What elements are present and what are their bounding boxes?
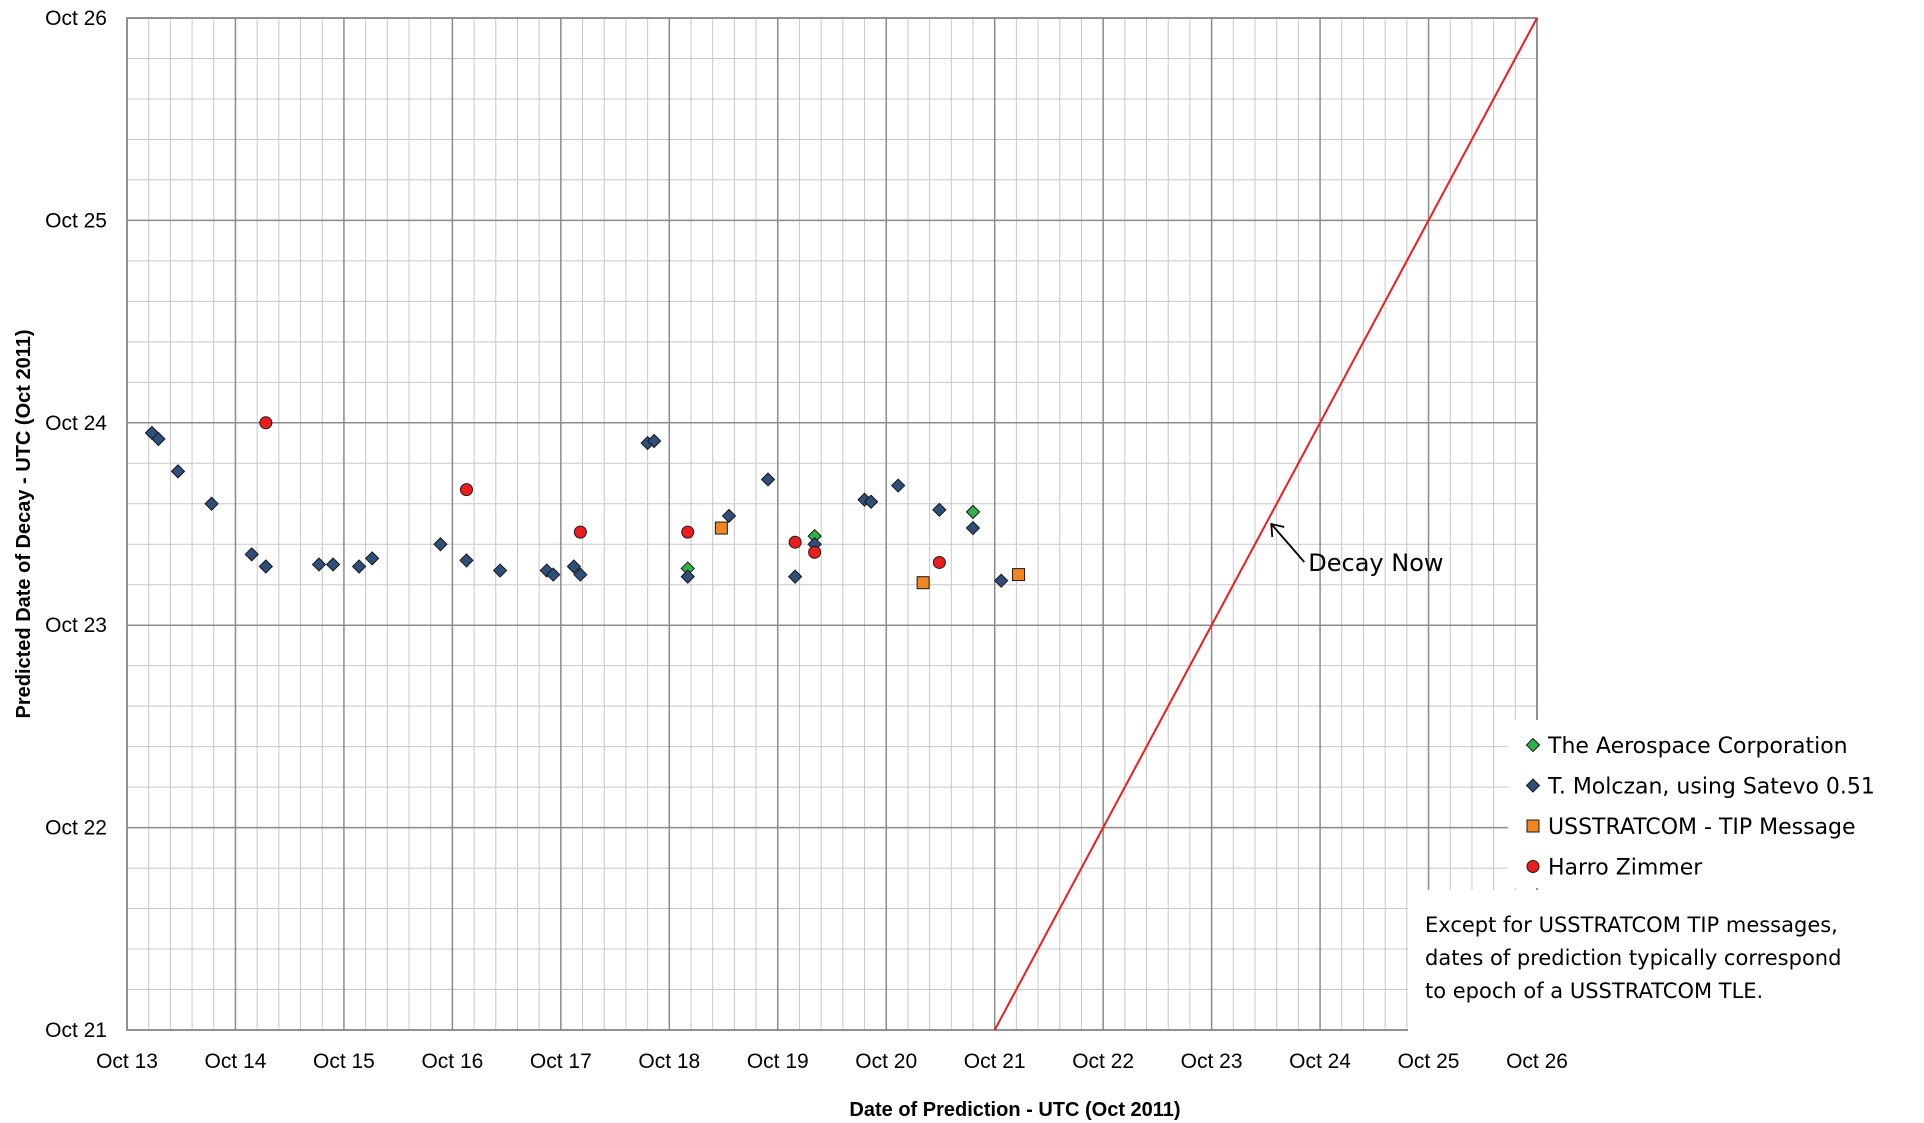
x-tick-label: Oct 19 bbox=[747, 1050, 809, 1073]
data-point bbox=[573, 525, 587, 539]
x-tick-label: Oct 16 bbox=[421, 1050, 483, 1073]
data-point bbox=[573, 567, 588, 582]
data-point bbox=[311, 557, 327, 572]
series-1 bbox=[144, 425, 1009, 588]
data-point bbox=[890, 478, 906, 493]
data-point bbox=[364, 551, 380, 566]
data-point bbox=[546, 567, 561, 582]
x-axis-title: Date of Prediction - UTC (Oct 2011) bbox=[849, 1099, 1180, 1121]
series-3 bbox=[259, 416, 946, 569]
y-tick-label: Oct 25 bbox=[45, 209, 107, 232]
x-tick-label: Oct 26 bbox=[1506, 1050, 1568, 1073]
data-point bbox=[714, 521, 728, 535]
y-axis-ticks: Oct 21 Oct 22 Oct 23 Oct 24 Oct 25 Oct 26 bbox=[45, 7, 107, 1042]
arrow-head-icon bbox=[1270, 522, 1285, 538]
data-point bbox=[325, 557, 341, 572]
series-2 bbox=[714, 521, 1026, 590]
note-line-3: to epoch of a USSTRATCOM TLE. bbox=[1425, 979, 1763, 1003]
x-tick-label: Oct 15 bbox=[313, 1050, 375, 1073]
data-point bbox=[1012, 568, 1026, 582]
legend-label-0: The Aerospace Corporation bbox=[1547, 734, 1848, 759]
y-tick-label: Oct 23 bbox=[45, 614, 107, 637]
data-point bbox=[492, 563, 508, 578]
data-point bbox=[204, 496, 219, 511]
legend-label-3: Harro Zimmer bbox=[1548, 856, 1703, 881]
data-point bbox=[433, 537, 448, 552]
y-tick-label: Oct 24 bbox=[45, 412, 107, 435]
data-point bbox=[646, 433, 662, 449]
data-point bbox=[244, 547, 259, 562]
x-tick-label: Oct 17 bbox=[530, 1050, 592, 1073]
decay-now-arrow bbox=[1270, 523, 1305, 563]
x-tick-label: Oct 18 bbox=[638, 1050, 700, 1073]
note-background bbox=[1408, 890, 1880, 1032]
data-point bbox=[681, 525, 695, 539]
data-points bbox=[144, 416, 1026, 590]
data-point bbox=[351, 559, 367, 574]
plot-frame bbox=[126, 17, 1538, 1031]
data-point bbox=[965, 504, 981, 520]
x-tick-label: Oct 25 bbox=[1398, 1050, 1460, 1073]
series-0 bbox=[680, 504, 981, 576]
data-point bbox=[258, 559, 274, 574]
note-box: Except for USSTRATCOM TIP messages, date… bbox=[1408, 890, 1880, 1032]
legend-label-1: T. Molczan, using Satevo 0.51 bbox=[1547, 775, 1875, 800]
grid-major bbox=[126, 17, 1538, 1031]
x-tick-label: Oct 21 bbox=[964, 1050, 1026, 1073]
data-point bbox=[965, 520, 981, 536]
data-point bbox=[259, 416, 273, 430]
legend-marker-0 bbox=[1525, 737, 1541, 753]
y-tick-label: Oct 22 bbox=[45, 817, 107, 840]
data-point bbox=[459, 483, 473, 497]
x-tick-label: Oct 14 bbox=[205, 1050, 267, 1073]
x-tick-label: Oct 23 bbox=[1181, 1050, 1243, 1073]
legend-marker-3 bbox=[1526, 860, 1540, 873]
data-point bbox=[760, 472, 776, 487]
data-point bbox=[787, 569, 803, 584]
legend: The Aerospace Corporation T. Molczan, usi… bbox=[1508, 720, 1880, 888]
legend-box bbox=[1508, 720, 1880, 888]
data-point bbox=[993, 573, 1009, 588]
data-point bbox=[721, 508, 737, 524]
legend-label-2: USSTRATCOM - TIP Message bbox=[1548, 815, 1856, 840]
legend-marker-2 bbox=[1526, 819, 1540, 833]
x-tick-label: Oct 20 bbox=[855, 1050, 917, 1073]
data-point bbox=[863, 494, 879, 509]
data-point bbox=[680, 569, 695, 584]
data-point bbox=[566, 559, 582, 574]
note-line-2: dates of prediction typically correspond bbox=[1425, 946, 1841, 970]
data-point bbox=[788, 535, 802, 549]
y-tick-label: Oct 21 bbox=[45, 1019, 107, 1042]
x-axis-ticks: Oct 13 Oct 14 Oct 15 Oct 16 Oct 17 Oct 18 Oct … bbox=[96, 1050, 1568, 1073]
x-tick-label: Oct 24 bbox=[1289, 1050, 1351, 1073]
x-tick-label: Oct 22 bbox=[1072, 1050, 1134, 1073]
x-tick-label: Oct 13 bbox=[96, 1050, 158, 1073]
y-axis-title: Predicted Date of Decay - UTC (Oct 2011) bbox=[13, 329, 35, 718]
y-tick-label: Oct 26 bbox=[45, 7, 107, 30]
data-point bbox=[916, 576, 930, 590]
data-point bbox=[459, 553, 474, 568]
decay-now-line bbox=[993, 17, 1538, 1031]
data-point bbox=[932, 555, 946, 569]
decay-now-label: Decay Now bbox=[1308, 549, 1443, 577]
grid-minor bbox=[126, 17, 1538, 1031]
data-point bbox=[170, 464, 186, 479]
note-line-1: Except for USSTRATCOM TIP messages, bbox=[1425, 913, 1838, 937]
legend-marker-1 bbox=[1525, 778, 1541, 793]
decay-now-annotation: Decay Now bbox=[1270, 522, 1444, 577]
data-point bbox=[932, 502, 947, 518]
data-point bbox=[151, 431, 166, 447]
data-point bbox=[808, 545, 822, 559]
